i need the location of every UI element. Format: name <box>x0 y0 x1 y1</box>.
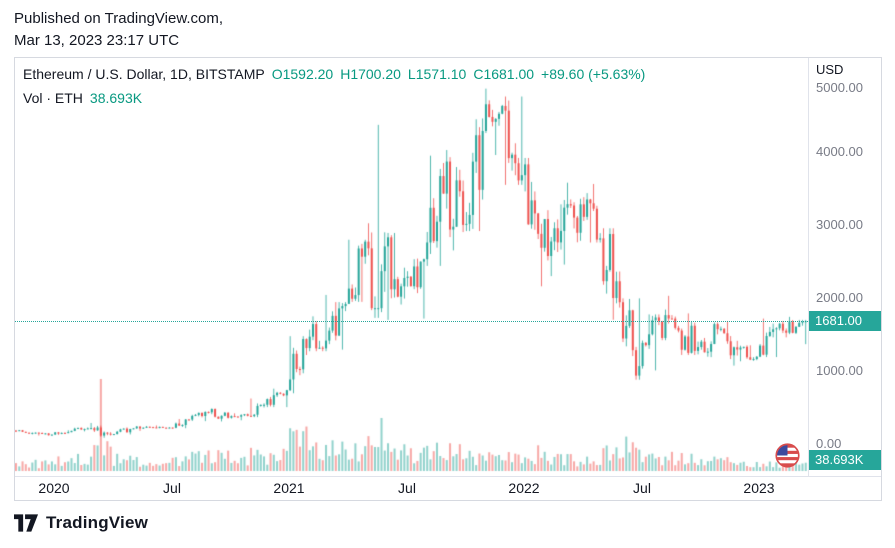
ohlc-high: H1700.20 <box>340 66 401 82</box>
time-tick-label: 2020 <box>38 480 70 496</box>
last-price-badge: 1681.00 <box>809 311 881 331</box>
currency-label: USD <box>816 62 844 77</box>
price-tick-label: 3000.00 <box>816 217 863 232</box>
tradingview-logo-icon <box>14 514 39 532</box>
brand-text: TradingView <box>46 513 149 532</box>
published-line-2: Mar 13, 2023 23:17 UTC <box>14 32 180 49</box>
us-flag-icon <box>775 443 800 468</box>
time-tick-label: Jul <box>163 480 181 496</box>
chart-frame: Ethereum / U.S. Dollar, 1D, BITSTAMP O159… <box>14 57 882 501</box>
last-price-dotted-line <box>15 321 808 322</box>
ohlc-open: O1592.20 <box>271 66 334 82</box>
volume-value: 38.693K <box>89 90 143 106</box>
legend-row-1: Ethereum / U.S. Dollar, 1D, BITSTAMP O159… <box>23 66 645 82</box>
time-tick-label: 2023 <box>743 480 775 496</box>
price-tick-label: 0.00 <box>816 436 842 451</box>
symbol-title: Ethereum / U.S. Dollar, 1D, BITSTAMP <box>23 66 265 82</box>
price-tick-label: 1000.00 <box>816 363 863 378</box>
published-line-1: Published on TradingView.com, <box>14 10 224 27</box>
time-tick-label: 2022 <box>508 480 540 496</box>
chart-legend: Ethereum / U.S. Dollar, 1D, BITSTAMP O159… <box>23 66 645 106</box>
legend-row-2: Vol · ETH 38.693K <box>23 90 645 106</box>
time-scale[interactable]: 2020 Jul 2021 Jul 2022 Jul 2023 <box>15 477 808 499</box>
tradingview-brand[interactable]: TradingView <box>14 513 148 533</box>
ohlc-change: +89.60 (+5.63%) <box>541 66 646 82</box>
time-axis-separator <box>15 476 881 477</box>
ohlc-low: L1571.10 <box>407 66 467 82</box>
plot-area[interactable] <box>15 58 809 476</box>
time-tick-label: 2021 <box>273 480 305 496</box>
price-tick-label: 5000.00 <box>816 80 863 95</box>
time-tick-label: Jul <box>398 480 416 496</box>
volume-badge: 38.693K <box>809 450 881 470</box>
volume-label: Vol · ETH <box>23 90 83 106</box>
time-tick-label: Jul <box>633 480 651 496</box>
ohlc-close: C1681.00 <box>473 66 535 82</box>
price-scale[interactable]: USD 1681.00 38.693K 5000.00 4000.00 3000.0… <box>809 58 881 499</box>
price-tick-label: 4000.00 <box>816 144 863 159</box>
price-chart-canvas[interactable] <box>15 58 808 476</box>
price-tick-label: 2000.00 <box>816 290 863 305</box>
